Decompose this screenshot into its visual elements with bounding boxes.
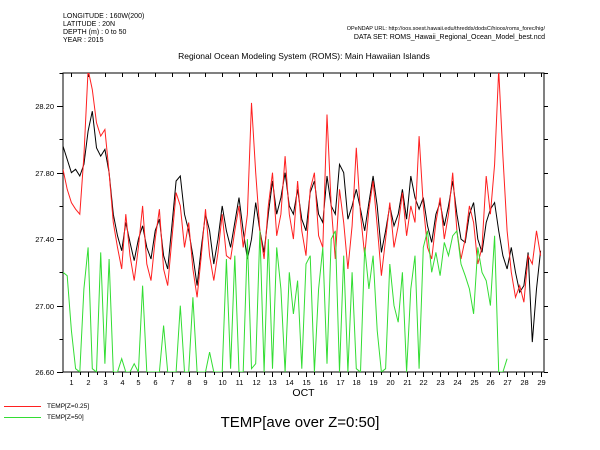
svg-text:27.00: 27.00: [35, 302, 54, 311]
svg-text:29: 29: [537, 378, 545, 387]
svg-text:16: 16: [319, 378, 327, 387]
svg-text:27: 27: [503, 378, 511, 387]
meta-longitude: LONGITUDE : 160W(200): [63, 13, 145, 20]
legend-line-green: [4, 417, 41, 418]
svg-text:9: 9: [203, 378, 207, 387]
data-source-block: OPeNDAP URL: http://oos.soest.hawaii.edu…: [347, 26, 545, 42]
svg-text:6: 6: [153, 378, 157, 387]
svg-text:28: 28: [520, 378, 528, 387]
svg-text:13: 13: [268, 378, 276, 387]
legend-line-red: [4, 406, 41, 407]
svg-text:2: 2: [86, 378, 90, 387]
svg-text:7: 7: [170, 378, 174, 387]
svg-text:15: 15: [302, 378, 310, 387]
svg-text:14: 14: [285, 378, 293, 387]
plot-variable-title: TEMP[ave over Z=0:50]: [220, 414, 380, 431]
svg-text:1: 1: [69, 378, 73, 387]
svg-text:27.40: 27.40: [35, 235, 54, 244]
legend-label: TEMP[Z=50]: [47, 414, 84, 421]
meta-latitude: LATITUDE : 20N: [63, 21, 115, 28]
svg-text:18: 18: [352, 378, 360, 387]
svg-text:25: 25: [470, 378, 478, 387]
svg-text:4: 4: [120, 378, 124, 387]
legend-item-temp-z025: TEMP[Z=0.25]: [4, 401, 89, 412]
svg-text:5: 5: [136, 378, 140, 387]
svg-text:11: 11: [236, 378, 244, 387]
opendap-url: OPeNDAP URL: http://oos.soest.hawaii.edu…: [346, 26, 545, 32]
svg-text:19: 19: [369, 378, 377, 387]
svg-text:12: 12: [252, 378, 260, 387]
svg-text:10: 10: [218, 378, 226, 387]
svg-text:17: 17: [336, 378, 344, 387]
svg-text:20: 20: [386, 378, 394, 387]
meta-year: YEAR : 2015: [63, 37, 104, 44]
svg-text:OCT: OCT: [292, 387, 315, 399]
svg-text:22: 22: [419, 378, 427, 387]
svg-text:26: 26: [486, 378, 494, 387]
legend-label: TEMP[Z=0.25]: [47, 403, 90, 410]
svg-text:28.20: 28.20: [35, 102, 54, 111]
svg-text:21: 21: [403, 378, 411, 387]
svg-text:3: 3: [103, 378, 107, 387]
chart-title: Regional Ocean Modeling System (ROMS): M…: [178, 51, 430, 61]
chart-legend: TEMP[Z=0.25] TEMP[Z=50]: [4, 401, 89, 423]
svg-text:24: 24: [453, 378, 461, 387]
svg-text:8: 8: [187, 378, 191, 387]
svg-text:26.60: 26.60: [35, 368, 54, 377]
svg-text:23: 23: [436, 378, 444, 387]
legend-item-temp-z50: TEMP[Z=50]: [4, 412, 89, 423]
region-metadata: LONGITUDE : 160W(200) LATITUDE : 20N DEP…: [63, 13, 144, 45]
meta-depth: DEPTH (m) : 0 to 50: [63, 29, 127, 36]
dataset-name: DATA SET: ROMS_Hawaii_Regional_Ocean_Mod…: [353, 34, 545, 41]
svg-text:27.80: 27.80: [35, 169, 54, 178]
